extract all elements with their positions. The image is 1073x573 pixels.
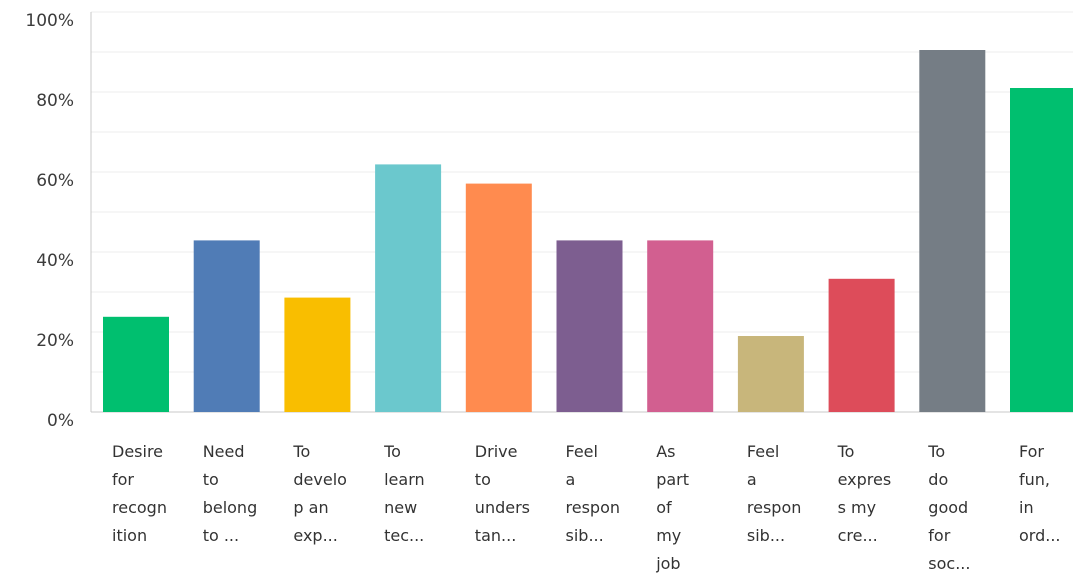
y-tick-label: 40% [36,251,74,271]
category-label: Drive to unders tan... [475,442,530,545]
y-axis-tick-labels: 0% 20% 40% 60% 80% 100% [25,11,74,431]
bar[interactable] [193,240,260,412]
bars [103,50,1073,412]
category-label: For fun, in ord... [1019,442,1061,545]
bar[interactable] [375,164,442,412]
bar[interactable] [828,278,895,412]
bar[interactable] [737,336,804,412]
y-tick-label: 20% [36,331,74,351]
bar[interactable] [556,240,623,412]
category-label: Desire for recogn ition [112,442,167,545]
category-label: As part of my job [655,442,689,573]
bar[interactable] [647,240,714,412]
bar[interactable] [465,183,532,412]
category-label: Feel a respon sib... [566,442,621,545]
x-axis-category-labels: Desire for recogn ition Need to belong to ... To… [112,442,1061,573]
bar[interactable] [284,297,351,412]
y-tick-label: 60% [36,171,74,191]
category-label: To learn new tec... [383,442,425,545]
y-tick-label: 80% [36,91,74,111]
category-label: Need to belong to ... [203,442,258,545]
category-label: To develo p an exp... [292,442,347,545]
category-label: To do good for soc... [927,442,970,573]
bar[interactable] [103,316,169,412]
bar[interactable] [919,50,986,412]
category-label: To expres s my cre... [837,442,892,545]
category-label: Feel a respon sib... [747,442,802,545]
y-tick-label: 0% [47,411,74,431]
y-tick-label: 100% [25,11,74,31]
bar[interactable] [1010,88,1073,412]
